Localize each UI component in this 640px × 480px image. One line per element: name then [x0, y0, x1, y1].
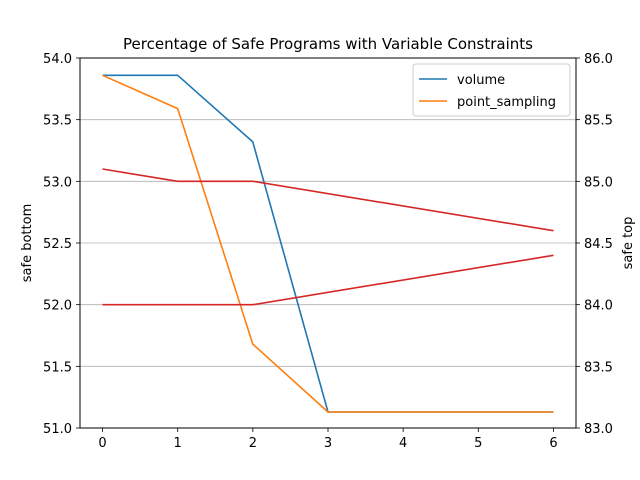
y-right-tick-label: 83.5: [584, 360, 613, 375]
grid-lines: [80, 119, 576, 367]
y-axis-right: 83.0 83.5 84.0 84.5 85.0 85.5 86.0: [576, 52, 613, 437]
y-right-tick-label: 85.5: [584, 114, 613, 129]
x-tick-label: 4: [399, 436, 407, 451]
x-tick-label: 3: [324, 436, 332, 451]
x-tick-label: 6: [549, 436, 557, 451]
y-axis-right-label: safe top: [621, 217, 636, 270]
series-line-3: [102, 168, 554, 232]
legend-label-point-sampling: point_sampling: [457, 95, 556, 110]
x-axis: 0 1 2 3 4 5 6: [98, 428, 558, 451]
y-right-tick-label: 84.5: [584, 237, 613, 252]
y-left-tick-label: 53.5: [43, 114, 72, 129]
y-axis-left: 51.0 51.5 52.0 52.5 53.0 53.5 54.0: [43, 52, 80, 437]
chart-title: Percentage of Safe Programs with Variabl…: [123, 35, 533, 53]
series-lines: [102, 74, 554, 413]
y-left-tick-label: 51.0: [43, 422, 72, 437]
legend: volume point_sampling: [412, 63, 571, 117]
y-axis-left-label: safe bottom: [20, 204, 35, 282]
y-right-tick-label: 83.0: [584, 422, 613, 437]
y-right-tick-label: 86.0: [584, 52, 613, 67]
series-line-point-sampling: [102, 74, 554, 413]
series-line-volume: [102, 74, 554, 413]
x-tick-label: 5: [474, 436, 482, 451]
series-line-4: [102, 254, 554, 306]
x-tick-label: 0: [98, 436, 106, 451]
y-left-tick-label: 54.0: [43, 52, 72, 67]
legend-label-volume: volume: [457, 73, 505, 88]
x-tick-label: 2: [249, 436, 257, 451]
y-right-tick-label: 84.0: [584, 299, 613, 314]
y-right-tick-label: 85.0: [584, 175, 613, 190]
y-left-tick-label: 52.0: [43, 299, 72, 314]
y-left-tick-label: 51.5: [43, 360, 72, 375]
y-left-tick-label: 52.5: [43, 237, 72, 252]
y-left-tick-label: 53.0: [43, 175, 72, 190]
x-tick-label: 1: [174, 436, 182, 451]
legend-box: [412, 63, 571, 117]
